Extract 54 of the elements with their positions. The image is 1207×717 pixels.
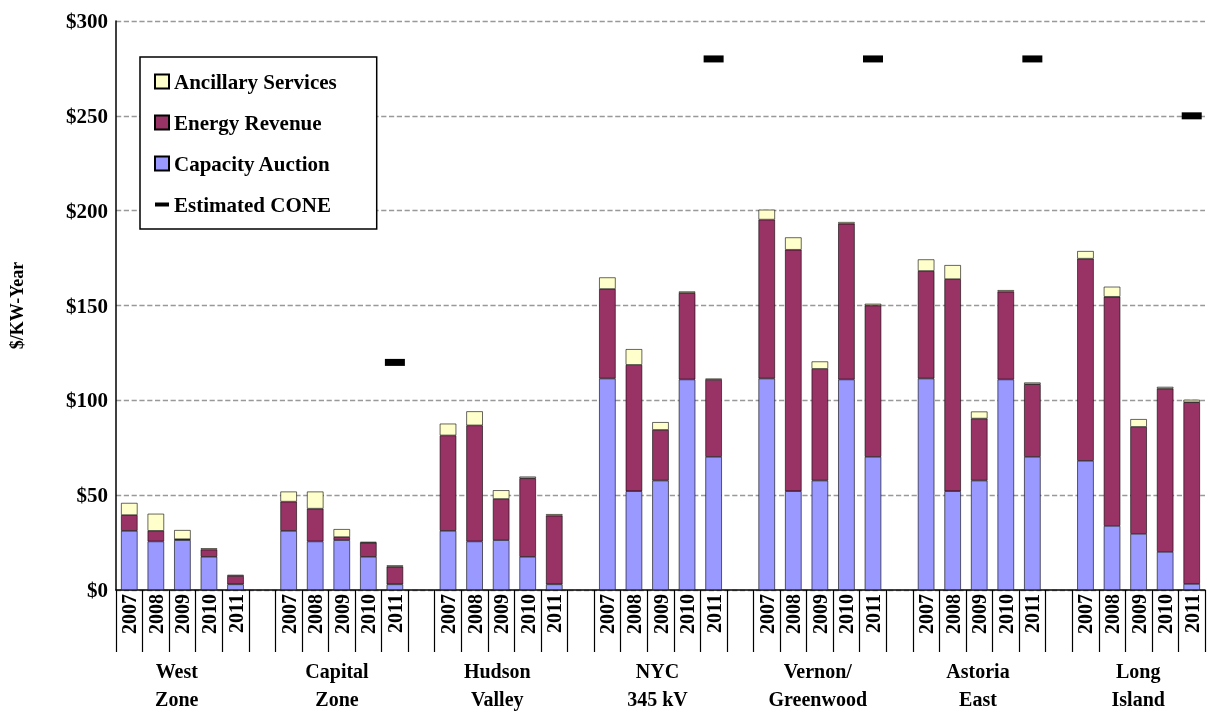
legend-label: Ancillary Services xyxy=(174,69,337,94)
text: Capital Zone xyxy=(305,660,370,710)
y-tick-label: $150 xyxy=(66,293,108,318)
text: NYC 345 kV xyxy=(627,660,689,710)
legend-label: Estimated CONE xyxy=(174,192,331,217)
x-tick-label: 2009 xyxy=(171,594,194,634)
x-tick-label: 2009 xyxy=(649,594,672,634)
x-tick-label: 2007 xyxy=(437,594,460,634)
x-tick-label: 2007 xyxy=(277,594,300,634)
y-axis-title: $/KW-Year xyxy=(7,261,27,350)
x-tick-label: 2008 xyxy=(622,594,645,634)
x-tick-label: 2011 xyxy=(543,594,566,633)
x-tick-label: 2008 xyxy=(144,594,167,634)
x-tick-label: 2011 xyxy=(1021,594,1044,633)
x-tick-label: 2011 xyxy=(702,594,725,633)
x-tick-label: 2007 xyxy=(755,594,778,634)
text: Vernon/ Greenwood xyxy=(768,660,867,710)
x-tick-label: 2008 xyxy=(463,594,486,634)
y-tick-label: $250 xyxy=(66,103,108,128)
x-tick-label: 2007 xyxy=(1074,594,1097,634)
y-tick-label: $0 xyxy=(87,578,108,602)
x-tick-label: 2011 xyxy=(224,594,247,633)
y-tick-label: $200 xyxy=(66,198,108,223)
legend-label: Energy Revenue xyxy=(174,110,322,135)
x-tick-label: 2008 xyxy=(941,594,964,634)
x-tick-label: 2009 xyxy=(1127,594,1150,634)
text: Long Island xyxy=(1111,660,1165,710)
x-tick-label: 2010 xyxy=(676,594,699,634)
x-tick-label: 2010 xyxy=(516,594,539,634)
x-tick-label: 2007 xyxy=(118,594,141,634)
x-tick-label: 2008 xyxy=(782,594,805,634)
x-tick-label: 2007 xyxy=(596,594,619,634)
y-tick-label: $50 xyxy=(76,483,108,508)
x-tick-label: 2009 xyxy=(490,594,513,634)
x-tick-label: 2009 xyxy=(968,594,991,634)
x-tick-label: 2010 xyxy=(197,594,220,634)
x-tick-label: 2010 xyxy=(1154,594,1177,634)
x-tick-label: 2007 xyxy=(915,594,938,634)
x-tick-label: 2011 xyxy=(861,594,884,633)
y-tick-label: $300 xyxy=(66,9,108,33)
x-tick-label: 2010 xyxy=(357,594,380,634)
text: Hudson Valley xyxy=(463,660,531,711)
x-tick-label: 2011 xyxy=(383,594,406,633)
y-tick-label: $100 xyxy=(66,388,108,413)
x-tick-label: 2010 xyxy=(835,594,858,634)
x-tick-label: 2009 xyxy=(808,594,831,634)
x-tick-label: 2008 xyxy=(304,594,327,634)
x-tick-label: 2009 xyxy=(330,594,353,634)
x-tick-label: 2010 xyxy=(994,594,1017,634)
text: Astoria East xyxy=(946,660,1010,710)
x-tick-label: 2008 xyxy=(1101,594,1124,634)
x-tick-label: 2011 xyxy=(1180,594,1203,633)
text: West Zone xyxy=(155,660,199,710)
legend-label: Capacity Auction xyxy=(174,151,331,176)
